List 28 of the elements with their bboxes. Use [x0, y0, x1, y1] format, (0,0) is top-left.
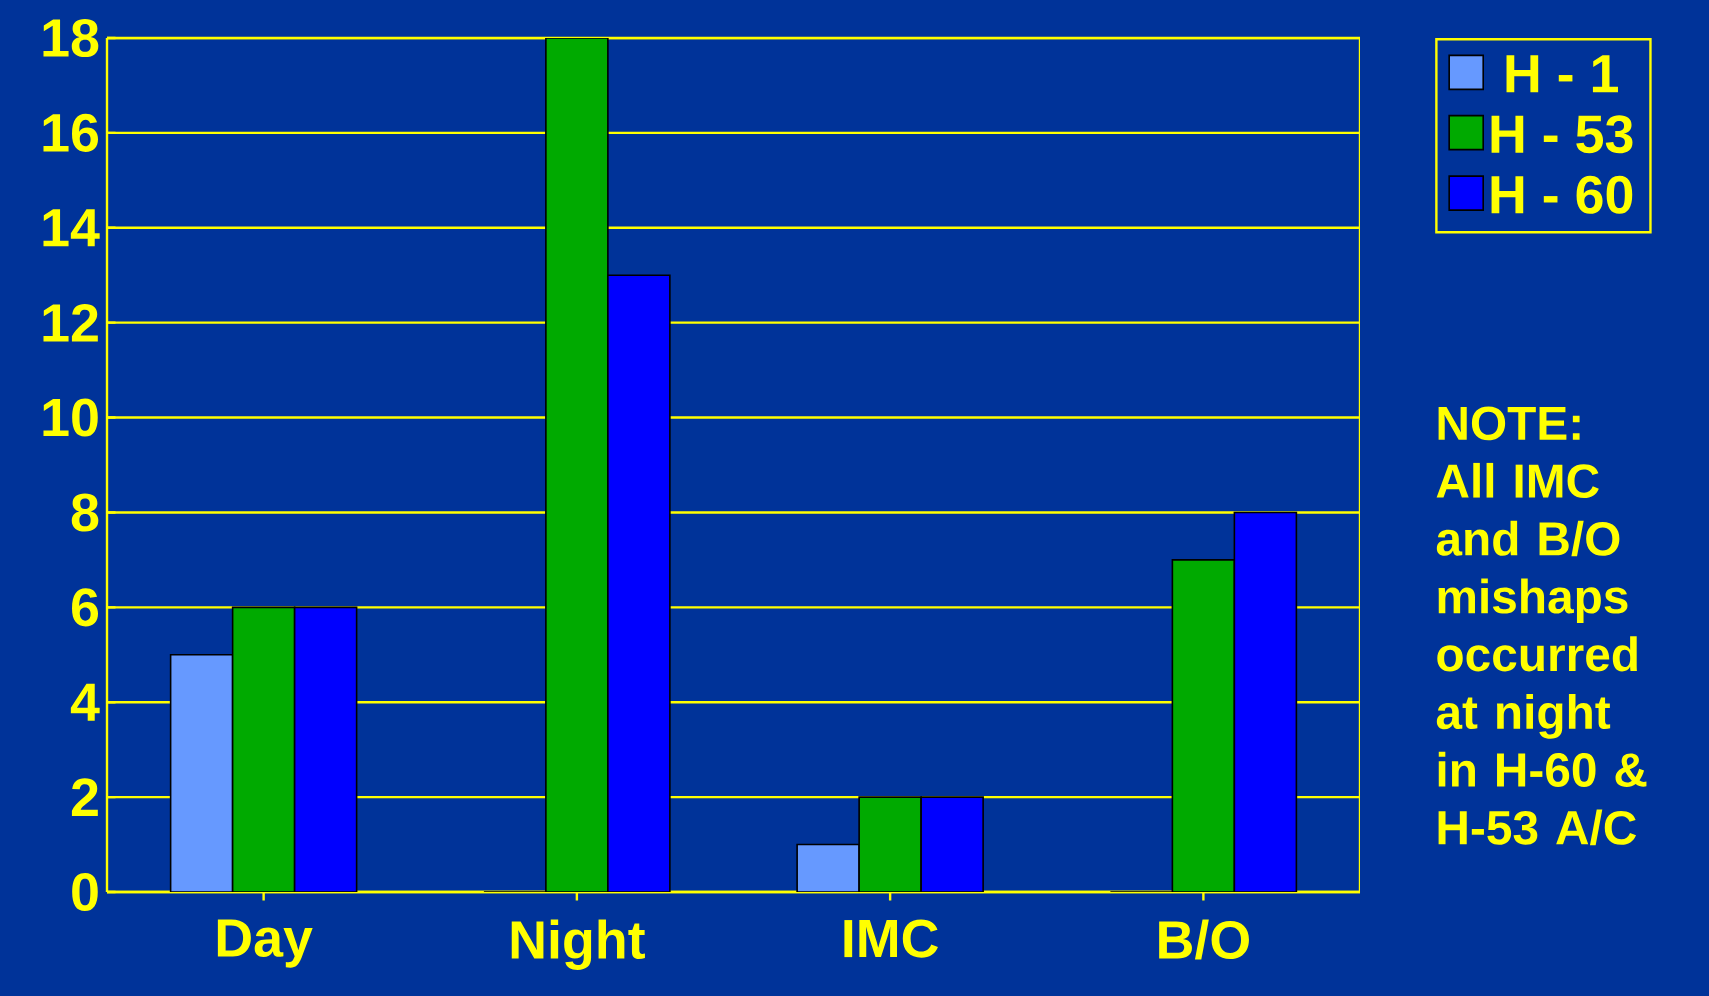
y-tick-label: 10 [43, 398, 98, 437]
bar [858, 796, 922, 892]
x-tick-label: B/O [1159, 919, 1249, 960]
text: NOTE: All IMC and B/O mishaps occurred at night in H-60 & H-53 A/C [1436, 406, 1647, 846]
y-tick-label: 16 [43, 113, 98, 152]
y-tick-label: 2 [71, 778, 98, 816]
legend-label: H - 53 [1491, 115, 1633, 154]
x-tick-label: Night [511, 919, 645, 970]
y-tick-label: 6 [72, 588, 99, 627]
bar [607, 274, 671, 892]
y-tick-label: 8 [71, 493, 99, 532]
y-tick-label: 0 [72, 872, 98, 912]
y-tick-label: 4 [70, 683, 100, 721]
bar [1171, 559, 1236, 892]
legend-label: H - 60 [1491, 175, 1633, 214]
y-tick-label: 18 [43, 18, 99, 58]
x-tick-label: Day [217, 919, 313, 968]
bar [231, 606, 296, 892]
bar [293, 606, 358, 892]
bar [545, 37, 609, 892]
legend-label: H - 1 [1506, 55, 1618, 93]
bar [169, 653, 234, 892]
y-tick-label: 14 [43, 209, 100, 247]
bar [920, 796, 984, 892]
bar [1233, 511, 1298, 892]
y-tick-label: 12 [43, 303, 98, 342]
x-tick-label: IMC [844, 919, 938, 958]
bar [796, 843, 860, 892]
